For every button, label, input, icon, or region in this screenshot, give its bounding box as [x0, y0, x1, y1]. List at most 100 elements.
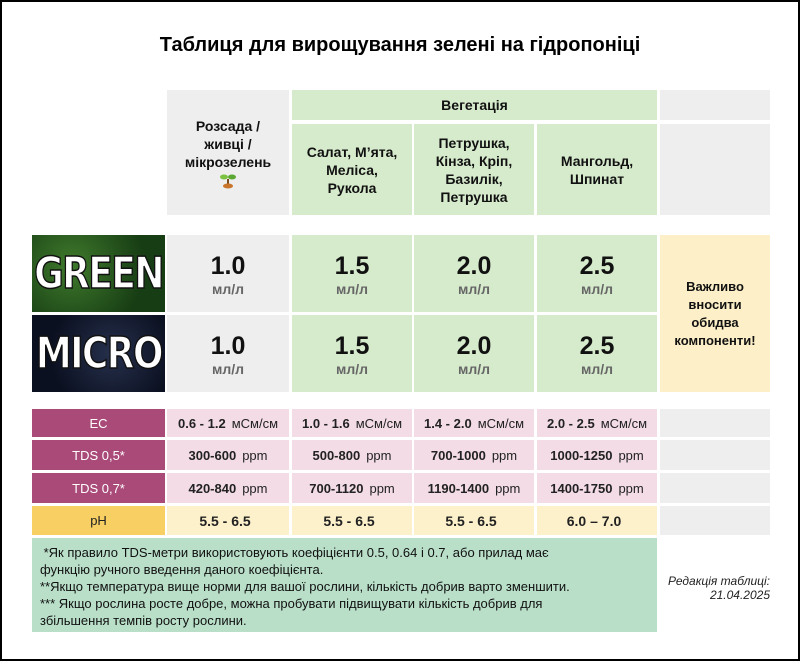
header-line: Базилік, [445, 170, 503, 187]
parameter-cell: 5.5 - 6.5 [414, 506, 534, 535]
parameter-range: 1000-1250 [550, 447, 613, 463]
blank-cell [660, 440, 770, 470]
parameter-range: 1400-1750 [550, 480, 613, 496]
dose-value: 1.0 [210, 251, 246, 280]
parameter-unit: ppm [618, 447, 644, 463]
dose-cell: 2.5 мл/л [537, 235, 657, 312]
note: Важливо вносити обидва компоненти! [660, 235, 770, 392]
parameter-unit: мСм/см [355, 415, 402, 431]
product-name: GREEN [34, 247, 166, 300]
footnote-line: **Якщо температура вище норми для вашої … [40, 579, 570, 594]
header-line: Рукола [327, 179, 377, 196]
parameter-range: 700-1000 [430, 447, 486, 463]
title: Таблиця для вирощування зелені на гідроп… [159, 34, 641, 56]
header-line: Петрушка, [438, 134, 510, 151]
header-line: Розсада / [195, 117, 261, 134]
dose-cell: 1.5 мл/л [292, 315, 412, 392]
parameter-range: 700-1120 [309, 480, 364, 496]
parameter-label: TDS 0,5* [32, 440, 165, 470]
group-header: Мангольд, Шпинат [537, 124, 657, 215]
seedlings-header: Розсада / живці / мікрозелень [167, 90, 289, 215]
dose-cell: 2.5 мл/л [537, 315, 657, 392]
parameter-cell: 5.5 - 6.5 [292, 506, 412, 535]
dose-unit: мл/л [211, 360, 245, 377]
parameter-unit: мСм/см [600, 415, 647, 431]
dose-value: 2.5 [579, 251, 615, 280]
dose-value: 1.0 [210, 331, 246, 360]
parameter-cell: 700-1000 ppm [414, 440, 534, 470]
parameter-range: 300-600 [188, 447, 237, 463]
parameter-unit: ppm [369, 480, 395, 496]
dose-value: 2.5 [579, 331, 615, 360]
parameter-range: 5.5 - 6.5 [199, 512, 251, 529]
parameter-unit: ppm [491, 447, 518, 463]
parameter-cell: 6.0 – 7.0 [537, 506, 657, 535]
footnote-line: функцію ручного введення даного коефіціє… [40, 562, 324, 577]
blank-cell [660, 473, 770, 503]
note-line: вносити [688, 296, 742, 312]
parameter-cell: 500-800 ppm [292, 440, 412, 470]
header-line: Петрушка [440, 188, 508, 205]
blank-cell [660, 124, 770, 215]
parameter-cell: 420-840 ppm [167, 473, 289, 503]
note-line: обидва [691, 314, 739, 330]
parameter-cell: 2.0 - 2.5 мСм/см [537, 409, 657, 437]
blank-cell [660, 90, 770, 120]
parameter-label: pH [32, 506, 165, 535]
dose-cell: 1.5 мл/л [292, 235, 412, 312]
dose-unit: мл/л [335, 360, 369, 377]
parameter-range: 6.0 – 7.0 [566, 512, 622, 529]
dose-cell: 2.0 мл/л [414, 235, 534, 312]
header-line: Салат, М’ята, [306, 143, 398, 160]
dose-unit: мл/л [580, 360, 614, 377]
footnote-line: збільшення темпів росту рослини. [40, 613, 247, 628]
revision-line: 21.04.2025 [709, 588, 770, 602]
dose-unit: мл/л [211, 280, 245, 297]
header-line: мікрозелень [184, 153, 272, 170]
parameter-unit: мСм/см [477, 415, 524, 431]
blank-cell [660, 506, 770, 535]
note-line: Важливо [686, 278, 744, 294]
footnote-line: *Як правило TDS-метри використовують кое… [40, 545, 549, 560]
product-name: MICRO [35, 327, 164, 380]
product-logo: GREEN [32, 235, 165, 312]
parameter-cell: 300-600 ppm [167, 440, 289, 470]
header-line: Шпинат [569, 170, 625, 187]
parameter-cell: 1.4 - 2.0 мСм/см [414, 409, 534, 437]
header-line: живці / [204, 135, 252, 152]
parameter-range: 5.5 - 6.5 [445, 512, 497, 529]
dose-value: 2.0 [456, 251, 492, 280]
sprout-icon [220, 174, 236, 188]
parameter-range: 420-840 [188, 480, 237, 496]
parameter-range: 0.6 - 1.2 [177, 415, 226, 431]
parameter-range: 1190-1400 [427, 480, 490, 496]
parameter-unit: ppm [618, 480, 644, 496]
parameter-label: TDS 0,7* [32, 473, 165, 503]
parameter-label: EC [32, 409, 165, 437]
parameter-range: 2.0 - 2.5 [546, 415, 595, 431]
dose-value: 1.5 [334, 251, 370, 280]
parameter-range: 500-800 [312, 447, 361, 463]
product-logo: MICRO [32, 315, 165, 392]
dose-cell: 2.0 мл/л [414, 315, 534, 392]
parameter-cell: 1.0 - 1.6 мСм/см [292, 409, 412, 437]
parameter-range: 1.0 - 1.6 [301, 415, 350, 431]
dose-cell: 1.0 мл/л [167, 315, 289, 392]
dose-cell: 1.0 мл/л [167, 235, 289, 312]
group-header: Петрушка, Кінза, Кріп, Базилік, Петрушка [414, 124, 534, 215]
dose-unit: мл/л [457, 360, 491, 377]
parameter-unit: ppm [242, 447, 268, 463]
parameter-cell: 700-1120 ppm [292, 473, 412, 503]
dose-unit: мл/л [457, 280, 491, 297]
footnotes: *Як правило TDS-метри використовують кое… [32, 538, 657, 632]
dose-unit: мл/л [335, 280, 369, 297]
revision: Редакція таблиці: 21.04.2025 [668, 574, 770, 602]
dose-unit: мл/л [580, 280, 614, 297]
note-line: компоненти! [674, 332, 756, 348]
parameter-cell: 1190-1400 ppm [414, 473, 534, 503]
parameter-cell: 5.5 - 6.5 [167, 506, 289, 535]
parameter-cell: 1000-1250 ppm [537, 440, 657, 470]
group-header: Салат, М’ята, Меліса, Рукола [292, 124, 412, 215]
parameter-cell: 0.6 - 1.2 мСм/см [167, 409, 289, 437]
